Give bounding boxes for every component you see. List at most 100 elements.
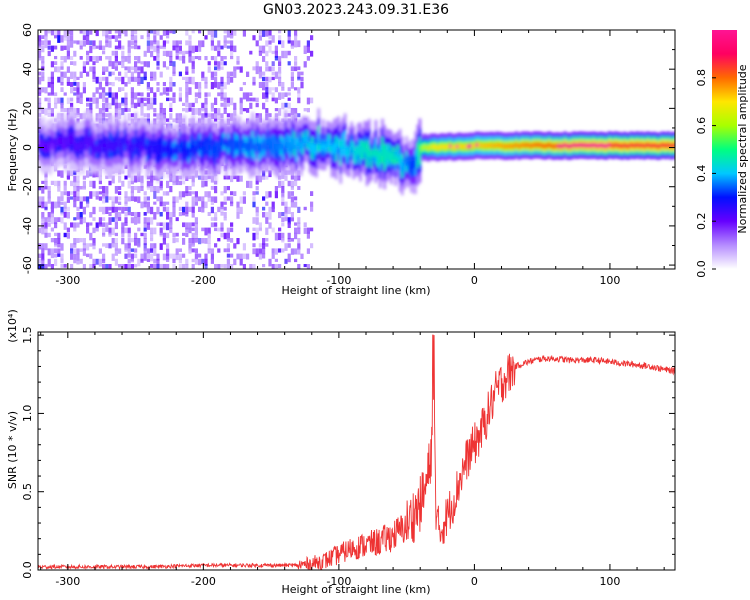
heatmap-noise-cell: [108, 264, 112, 269]
heatmap-noise-cell: [159, 243, 163, 250]
heatmap-noise-cell: [226, 45, 230, 49]
heatmap-noise-cell: [127, 253, 131, 258]
heatmap-noise-cell: [105, 175, 109, 179]
heatmap-noise-cell: [265, 217, 269, 224]
heatmap-noise-cell: [194, 253, 198, 260]
heatmap-noise-cell: [121, 45, 125, 50]
heatmap-ridge-cell: [506, 143, 510, 149]
heatmap-noise-cell: [239, 175, 243, 182]
heatmap-noise-cell: [150, 248, 154, 253]
heatmap-noise-cell: [172, 258, 176, 264]
heatmap-noise-cell: [162, 222, 166, 230]
heatmap-noise-cell: [150, 40, 154, 48]
heatmap-noise-cell: [102, 206, 106, 215]
heatmap-noise-cell: [178, 191, 182, 198]
heatmap-ridge-cell: [486, 143, 490, 149]
heatmap-noise-cell: [47, 108, 51, 114]
heatmap-noise-cell: [92, 206, 96, 215]
heatmap-noise-cell: [118, 191, 122, 195]
heatmap-noise-cell: [204, 253, 208, 260]
heatmap-noise-cell: [143, 97, 147, 101]
heatmap-noise-cell: [159, 35, 163, 40]
heatmap-noise-cell: [303, 222, 307, 227]
heatmap-ridge-cell: [357, 144, 360, 155]
heatmap-noise-cell: [153, 175, 157, 181]
heatmap-noise-cell: [153, 45, 157, 53]
heatmap-noise-cell: [265, 227, 269, 235]
heatmap-noise-cell: [271, 253, 275, 259]
heatmap-noise-cell: [38, 108, 42, 115]
heatmap-noise-cell: [137, 66, 141, 71]
heatmap-noise-cell: [252, 243, 256, 248]
heatmap-noise-cell: [217, 82, 221, 90]
heatmap-noise-cell: [38, 253, 42, 259]
heatmap-noise-cell: [130, 248, 134, 252]
heatmap-noise-cell: [159, 71, 163, 78]
heatmap-noise-cell: [143, 191, 147, 196]
heatmap-noise-cell: [146, 87, 150, 91]
heatmap-noise-cell: [127, 206, 131, 213]
heatmap-noise-cell: [95, 196, 99, 200]
heatmap-ridge-cell: [453, 144, 457, 150]
heatmap-ridge-cell: [451, 145, 455, 150]
heatmap-noise-cell: [121, 56, 125, 63]
heatmap-noise-cell: [217, 248, 221, 253]
heatmap-noise-cell: [249, 92, 253, 96]
heatmap-noise-cell: [252, 201, 256, 208]
heatmap-noise-cell: [57, 180, 61, 188]
heatmap-noise-cell: [220, 92, 224, 99]
heatmap-noise-cell: [82, 61, 86, 69]
heatmap-noise-cell: [153, 92, 157, 98]
heatmap-noise-cell: [169, 82, 173, 88]
heatmap-noise-cell: [98, 175, 102, 182]
heatmap-noise-cell: [287, 50, 291, 56]
heatmap-noise-cell: [201, 201, 205, 209]
heatmap-noise-cell: [178, 97, 182, 102]
heatmap-noise-cell: [182, 206, 186, 213]
heatmap-ridge-cell: [616, 143, 620, 148]
heatmap-ridge-cell: [530, 143, 534, 149]
heatmap-noise-cell: [310, 50, 314, 57]
heatmap-noise-cell: [89, 40, 93, 45]
heatmap-noise-cell: [140, 186, 144, 191]
heatmap-noise-cell: [207, 66, 211, 73]
heatmap-noise-cell: [233, 66, 237, 72]
heatmap-noise-cell: [188, 50, 192, 57]
heatmap-ridge-cell: [427, 145, 430, 151]
heatmap-ridge-cell: [660, 142, 664, 148]
heatmap-ridge-cell: [462, 144, 466, 150]
heatmap-noise-cell: [89, 66, 93, 72]
heatmap-noise-cell: [191, 238, 195, 246]
heatmap-noise-cell: [236, 66, 240, 70]
heatmap-ridge-cell: [227, 138, 230, 148]
heatmap-noise-cell: [252, 232, 256, 241]
heatmap-noise-cell: [108, 71, 112, 77]
heatmap-noise-cell: [127, 212, 131, 216]
heatmap-noise-cell: [294, 35, 298, 41]
heatmap-noise-cell: [287, 191, 291, 199]
heatmap-noise-cell: [262, 264, 266, 268]
heatmap-noise-cell: [89, 253, 93, 259]
heatmap-noise-cell: [201, 71, 205, 79]
heatmap-noise-cell: [182, 253, 186, 258]
heatmap-noise-cell: [265, 82, 269, 89]
heatmap-noise-cell: [223, 196, 227, 201]
heatmap-noise-cell: [204, 76, 208, 84]
heatmap-noise-cell: [38, 87, 42, 95]
heatmap-ridge-cell: [271, 139, 274, 150]
heatmap-noise-cell: [300, 82, 304, 89]
heatmap-noise-cell: [127, 248, 131, 255]
heatmap-noise-cell: [172, 180, 176, 186]
heatmap-noise-cell: [188, 76, 192, 85]
heatmap-noise-cell: [306, 45, 310, 53]
heatmap-noise-cell: [191, 222, 195, 227]
heatmap-noise-cell: [210, 76, 214, 80]
heatmap-noise-cell: [140, 108, 144, 116]
heatmap-noise-cell: [98, 82, 102, 90]
heatmap-ridge-cell: [251, 138, 254, 150]
heatmap-ridge-cell: [266, 135, 270, 146]
heatmap-noise-cell: [146, 217, 150, 225]
heatmap-noise-cell: [210, 222, 214, 228]
heatmap-noise-cell: [214, 108, 218, 114]
